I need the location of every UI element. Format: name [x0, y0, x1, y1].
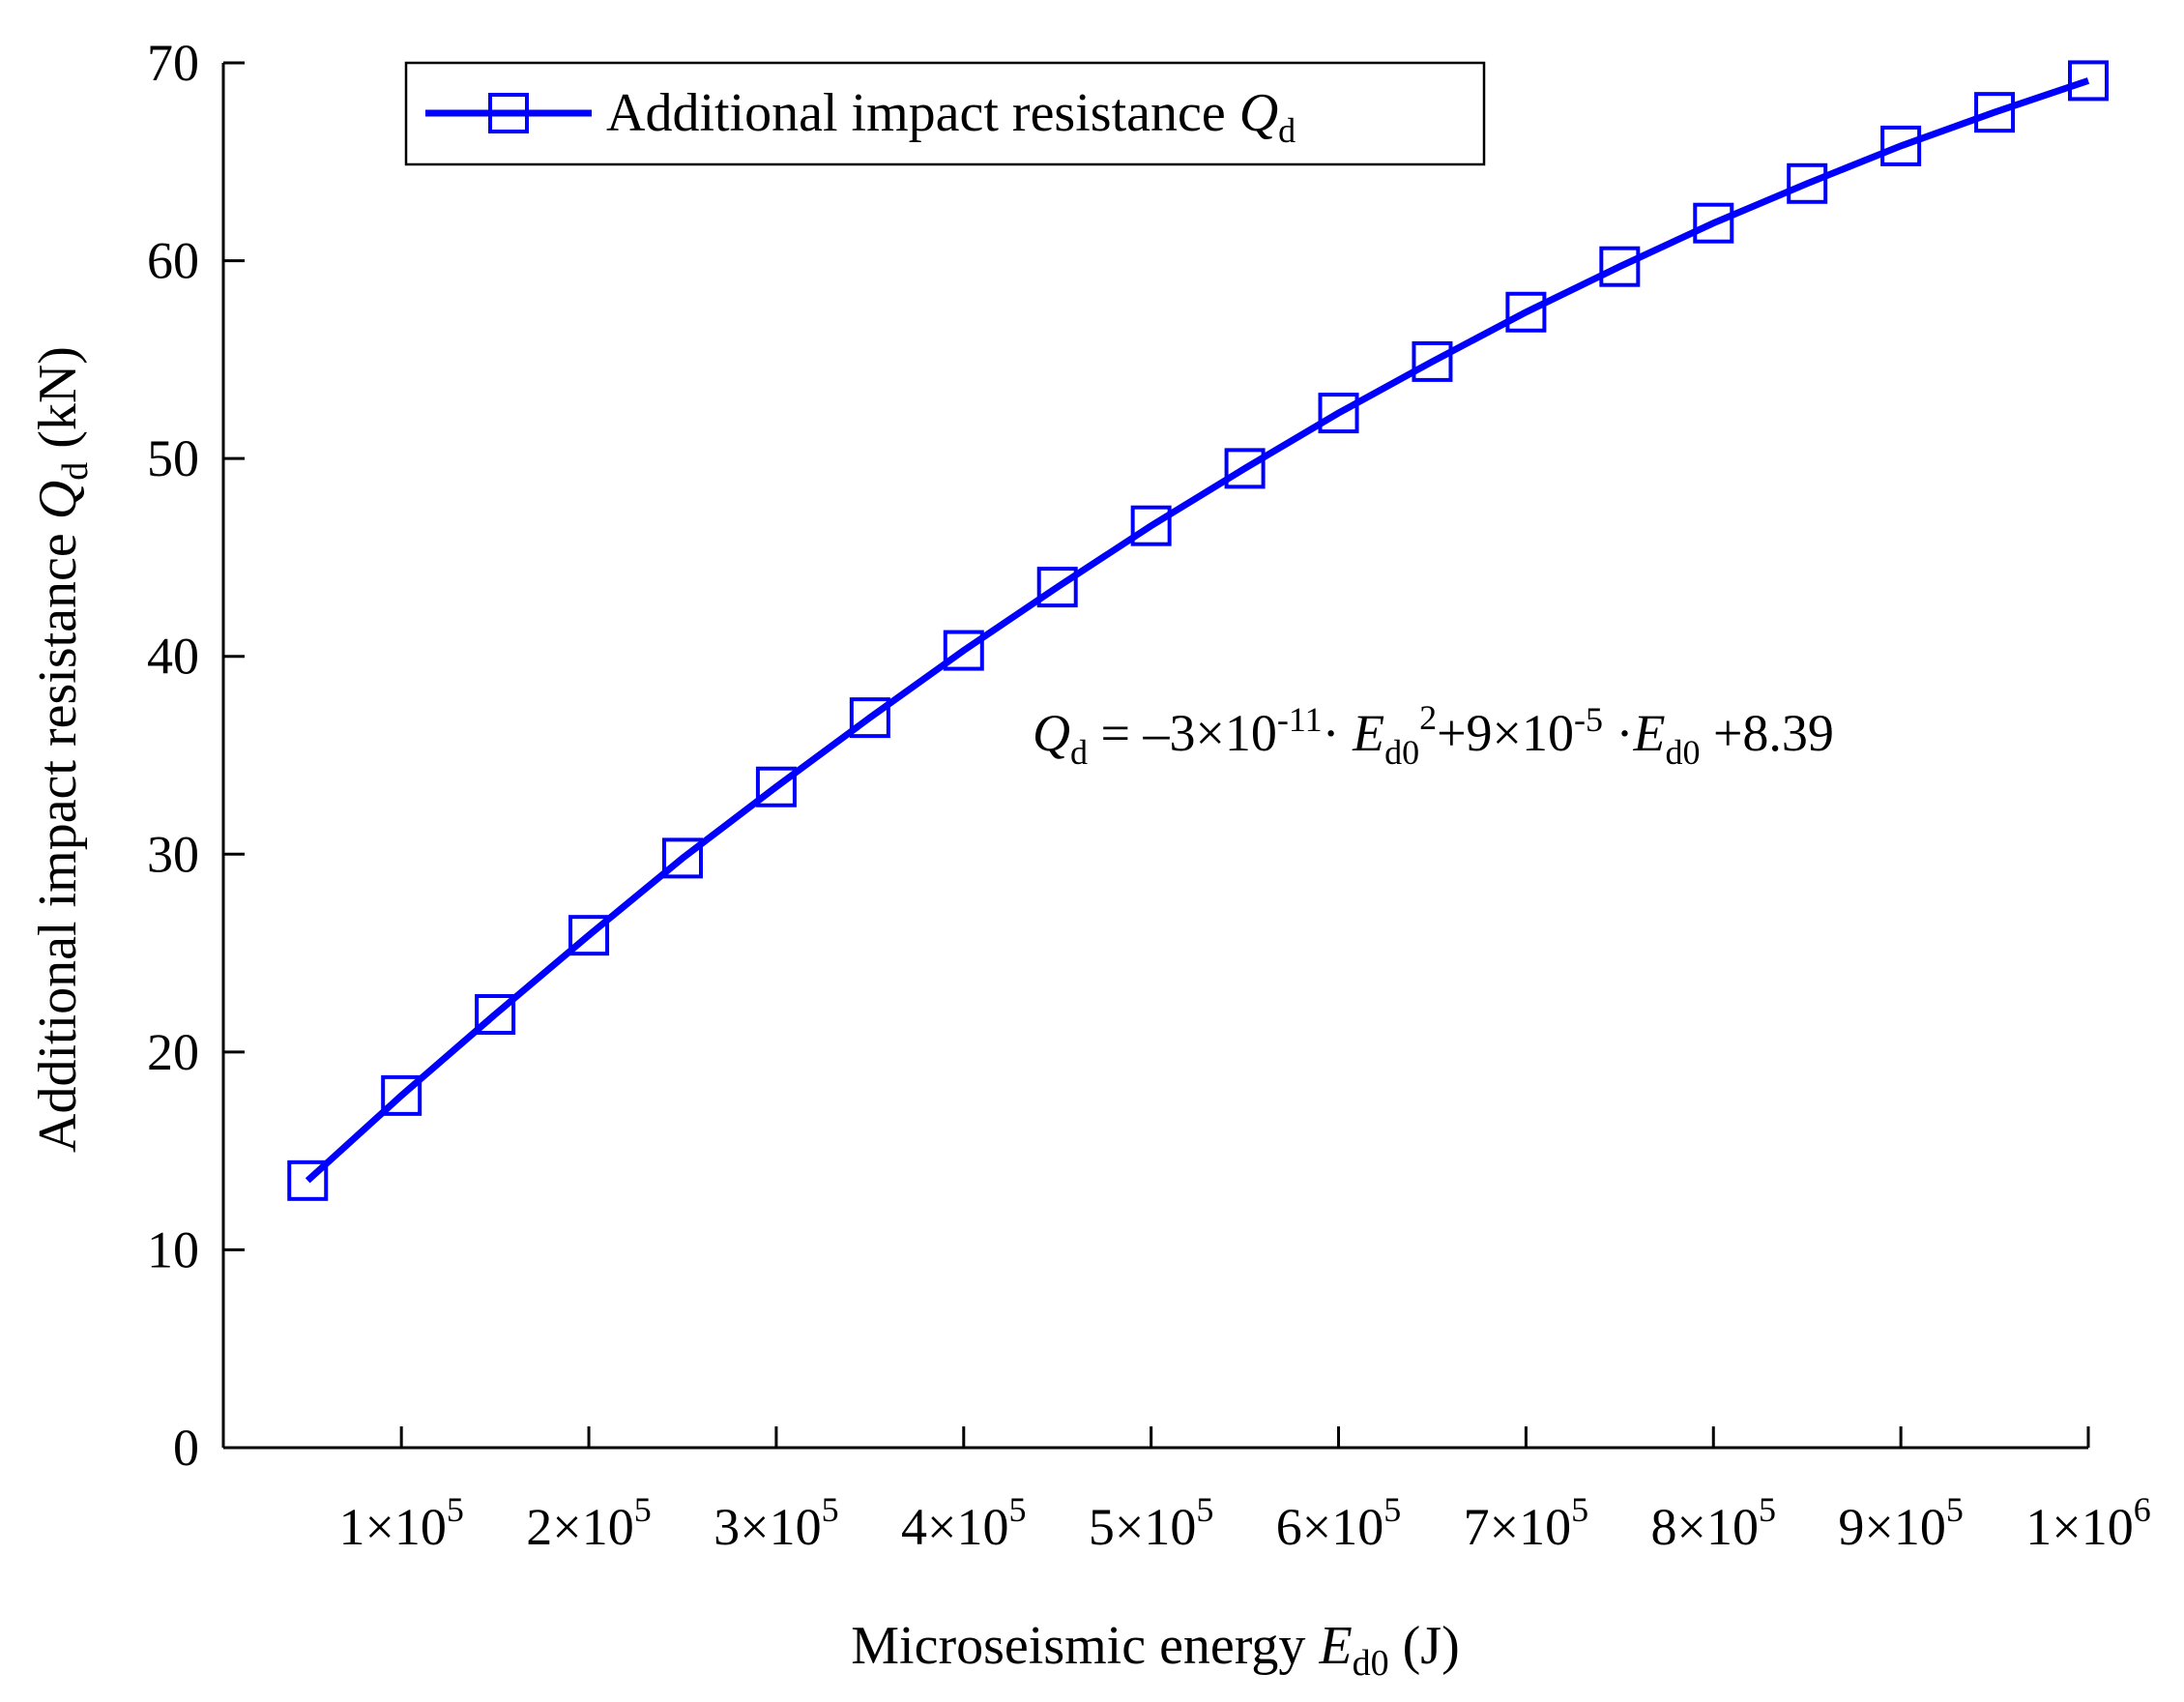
y-axis-title-unit: (kN): [28, 346, 88, 449]
eq-q: Q: [1033, 704, 1070, 762]
y-axis-title-text: Additional impact resistance: [28, 533, 88, 1153]
y-tick-label: 40: [147, 628, 199, 686]
x-tick-exponent: 5: [1946, 1490, 1964, 1529]
data-point-marker: [1599, 246, 1641, 287]
x-tick-mantissa: 1×10: [2025, 1498, 2133, 1556]
x-tick-exponent: 5: [1759, 1490, 1776, 1529]
data-point-marker: [1130, 505, 1172, 546]
y-tick-label: 70: [147, 34, 199, 92]
eq-e1-sub: d0: [1384, 733, 1419, 772]
eq-e2: E: [1632, 704, 1665, 762]
y-tick-label: 10: [147, 1220, 199, 1278]
x-axis-title-subscript: d0: [1353, 1643, 1389, 1684]
series-markers: [287, 60, 2109, 1201]
data-point-marker: [475, 993, 516, 1035]
x-tick-mantissa: 6×10: [1276, 1498, 1383, 1556]
x-tick-mantissa: 8×10: [1651, 1498, 1759, 1556]
legend: Additional impact resistance Qd: [404, 61, 1486, 166]
eq-exp1: -11: [1277, 700, 1323, 739]
y-tick-label: 50: [147, 429, 199, 487]
eq-e2-sub: d0: [1665, 733, 1700, 772]
eq-const: +8.39: [1700, 704, 1833, 762]
data-point-marker: [661, 837, 703, 879]
x-tick-mantissa: 4×10: [901, 1498, 1008, 1556]
eq-lhs: = –3×10: [1088, 704, 1277, 762]
data-point-marker: [1412, 340, 1453, 382]
fit-equation: Qd = –3×10-11· Ed02+9×10-5 ·Ed0 +8.39: [1033, 698, 1834, 772]
legend-label-symbol: Q: [1239, 83, 1278, 143]
data-point-marker: [1224, 448, 1266, 489]
eq-e1: E: [1352, 704, 1384, 762]
data-point-marker: [1974, 92, 2016, 133]
data-point-marker: [1036, 567, 1078, 608]
x-tick-mantissa: 2×10: [526, 1498, 633, 1556]
x-tick-exponent: 5: [1571, 1490, 1588, 1529]
x-tick-mantissa: 7×10: [1464, 1498, 1571, 1556]
x-tick-mantissa: 1×10: [338, 1498, 446, 1556]
x-tick-label: 8×105: [1651, 1490, 1776, 1556]
y-tick-label: 0: [173, 1419, 199, 1477]
legend-marker-swatch: [488, 93, 529, 133]
data-point-marker: [1505, 291, 1547, 333]
x-axis-title-symbol: E: [1318, 1616, 1352, 1676]
eq-dot1: ·: [1323, 704, 1353, 762]
x-axis-title: Microseismic energy Ed0 (J): [851, 1616, 1460, 1684]
eq-dot2: ·: [1603, 704, 1633, 762]
y-axis-title-symbol: Q: [28, 481, 88, 519]
x-tick-exponent: 5: [822, 1490, 839, 1529]
eq-q-sub: d: [1070, 733, 1088, 772]
data-point-marker: [943, 630, 984, 671]
x-axis-title-unit: (J): [1403, 1616, 1460, 1676]
x-tick-mantissa: 3×10: [713, 1498, 821, 1556]
legend-label: Additional impact resistance Qd: [606, 83, 1296, 150]
data-point-marker: [1787, 162, 1828, 204]
x-tick-mantissa: 5×10: [1089, 1498, 1196, 1556]
data-point-marker: [381, 1074, 422, 1116]
y-ticks: 0 10 20 30 40 50 60 70: [147, 34, 245, 1477]
data-point-marker: [287, 1159, 329, 1201]
y-axis-title-subscript: d: [55, 462, 96, 481]
x-tick-exponent: 5: [1009, 1490, 1027, 1529]
y-tick-label: 30: [147, 825, 199, 883]
axes: [221, 63, 2088, 1450]
series-line-qd: [305, 77, 2090, 1184]
x-tick-label: 1×106: [2025, 1490, 2150, 1556]
series-layer: [287, 60, 2109, 1201]
y-tick-label: 20: [147, 1023, 199, 1081]
eq-e1-sup: 2: [1419, 698, 1437, 737]
x-tick-exponent: 5: [1383, 1490, 1401, 1529]
legend-label-subscript: d: [1278, 111, 1296, 150]
x-tick-label: 6×105: [1276, 1490, 1401, 1556]
x-tick-label: 7×105: [1464, 1490, 1588, 1556]
x-tick-exponent: 5: [447, 1490, 464, 1529]
eq-plus: +9×10: [1437, 704, 1574, 762]
x-tick-label: 5×105: [1089, 1490, 1213, 1556]
legend-label-text: Additional impact resistance: [606, 83, 1226, 143]
x-ticks: 1×105 2×105 3×105 4×105 5×105 6×105 7×105 8×105…: [338, 1426, 2151, 1556]
x-tick-label: 1×105: [338, 1490, 463, 1556]
x-tick-mantissa: 9×10: [1838, 1498, 1945, 1556]
data-point-marker: [755, 766, 797, 807]
x-tick-exponent: 6: [2134, 1490, 2151, 1529]
x-tick-label: 9×105: [1838, 1490, 1963, 1556]
y-axis-title: Additional impact resistance Qd (kN): [28, 346, 96, 1153]
x-tick-label: 3×105: [713, 1490, 838, 1556]
data-point-marker: [568, 915, 610, 956]
y-tick-label: 60: [147, 232, 199, 290]
data-point-marker: [1693, 202, 1734, 244]
x-tick-label: 4×105: [901, 1490, 1026, 1556]
x-tick-label: 2×105: [526, 1490, 651, 1556]
data-point-marker: [2068, 60, 2109, 102]
x-axis-title-text: Microseismic energy: [851, 1616, 1305, 1676]
x-tick-exponent: 5: [1196, 1490, 1213, 1529]
data-point-marker: [1318, 393, 1359, 434]
eq-exp2: -5: [1574, 700, 1603, 739]
data-point-marker: [849, 697, 890, 739]
data-point-marker: [1880, 125, 1922, 166]
x-tick-exponent: 5: [634, 1490, 652, 1529]
